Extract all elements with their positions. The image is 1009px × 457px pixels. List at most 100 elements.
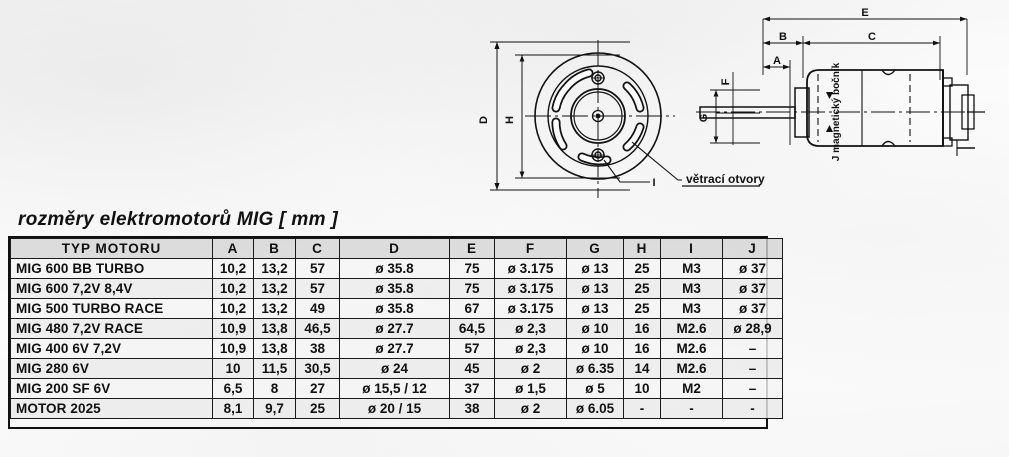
cell-g: ø 13 — [566, 278, 624, 299]
cell-j: ø 28,9 — [722, 318, 783, 339]
cell-h: 16 — [623, 338, 661, 359]
cell-f: ø 3.175 — [494, 278, 567, 299]
cell-f: ø 2,3 — [494, 338, 567, 359]
cell-h: 25 — [623, 298, 661, 319]
table-row: MIG 500 TURBO RACE 10,2 13,2 49 ø 35.8 6… — [10, 298, 783, 319]
table-row: MIG 480 7,2V RACE 10,9 13,8 46,5 ø 27.7 … — [10, 318, 783, 339]
cell-i: M3 — [660, 298, 723, 319]
cell-b: 11,5 — [253, 358, 296, 379]
cell-i: M3 — [660, 258, 723, 279]
col-header-c: C — [295, 238, 340, 259]
cell-b: 13,2 — [253, 298, 296, 319]
cell-e: 57 — [449, 338, 495, 359]
cell-d: ø 20 / 15 — [339, 398, 450, 419]
cell-a: 10,9 — [212, 318, 254, 339]
cell-j: ø 37 — [722, 298, 783, 319]
cell-c: 30,5 — [295, 358, 340, 379]
cell-b: 13,8 — [253, 318, 296, 339]
cell-d: ø 27.7 — [339, 318, 450, 339]
cell-b: 13,2 — [253, 278, 296, 299]
cell-h: - — [623, 398, 661, 419]
table-row: MIG 280 6V 10 11,5 30,5 ø 24 45 ø 2 ø 6.… — [10, 358, 783, 379]
col-header-d: D — [339, 238, 450, 259]
cell-f: ø 2,3 — [494, 318, 567, 339]
cell-motor-name: MIG 500 TURBO RACE — [10, 298, 213, 319]
cell-c: 25 — [295, 398, 340, 419]
dim-label-A: A — [773, 55, 781, 67]
cell-c: 27 — [295, 378, 340, 399]
cell-motor-name: MOTOR 2025 — [10, 398, 213, 419]
dim-label-F: F — [720, 78, 732, 85]
cell-j: - — [722, 398, 783, 419]
table-head: TYP MOTORU A B C D E F G H I J — [10, 238, 783, 259]
cell-d: ø 24 — [339, 358, 450, 379]
cell-motor-name: MIG 600 BB TURBO — [10, 258, 213, 279]
cell-h: 16 — [623, 318, 661, 339]
front-view-group — [490, 40, 760, 198]
cell-f: ø 2 — [494, 358, 567, 379]
col-header-a: A — [212, 238, 254, 259]
table-row: MIG 600 BB TURBO 10,2 13,2 57 ø 35.8 75 … — [10, 258, 783, 279]
cell-c: 38 — [295, 338, 340, 359]
cell-f: ø 3.175 — [494, 258, 567, 279]
cell-f: ø 1,5 — [494, 378, 567, 399]
cell-h: 25 — [623, 258, 661, 279]
cell-c: 57 — [295, 278, 340, 299]
side-view-group — [696, 16, 985, 156]
cell-h: 10 — [623, 378, 661, 399]
cell-g: ø 13 — [566, 258, 624, 279]
cell-i: M2 — [660, 378, 723, 399]
cell-b: 13,8 — [253, 338, 296, 359]
dim-label-E: E — [861, 7, 868, 19]
cell-b: 9,7 — [253, 398, 296, 419]
cell-j: – — [722, 378, 783, 399]
cell-e: 37 — [449, 378, 495, 399]
cell-j: – — [722, 358, 783, 379]
table-row: MIG 200 SF 6V 6,5 8 27 ø 15,5 / 12 37 ø … — [10, 378, 783, 399]
cell-motor-name: MIG 400 6V 7,2V — [10, 338, 213, 359]
col-header-f: F — [494, 238, 567, 259]
table-row: MIG 600 7,2V 8,4V 10,2 13,2 57 ø 35.8 75… — [10, 278, 783, 299]
cell-a: 10,2 — [212, 278, 254, 299]
col-header-e: E — [449, 238, 495, 259]
col-header-typ-motoru: TYP MOTORU — [10, 238, 213, 259]
cell-h: 14 — [623, 358, 661, 379]
cell-c: 57 — [295, 258, 340, 279]
cell-b: 8 — [253, 378, 296, 399]
cell-g: ø 6.05 — [566, 398, 624, 419]
cell-g: ø 6.35 — [566, 358, 624, 379]
cell-g: ø 5 — [566, 378, 624, 399]
cell-j: ø 37 — [722, 258, 783, 279]
cell-a: 10,2 — [212, 258, 254, 279]
cell-d: ø 35.8 — [339, 258, 450, 279]
cell-f: ø 3.175 — [494, 298, 567, 319]
cell-motor-name: MIG 480 7,2V RACE — [10, 318, 213, 339]
cell-c: 46,5 — [295, 318, 340, 339]
cell-i: - — [660, 398, 723, 419]
dim-label-H: H — [504, 116, 516, 124]
cell-j: – — [722, 338, 783, 359]
cell-motor-name: MIG 280 6V — [10, 358, 213, 379]
cell-g: ø 10 — [566, 318, 624, 339]
cell-j: ø 37 — [722, 278, 783, 299]
cell-b: 13,2 — [253, 258, 296, 279]
technical-drawing: D H I větrací otvory E B C A F G J magne… — [470, 0, 1009, 215]
cell-i: M2.6 — [660, 318, 723, 339]
cell-motor-name: MIG 600 7,2V 8,4V — [10, 278, 213, 299]
label-magneticky-bocnik: J magnetický bočník — [831, 62, 842, 161]
cell-i: M3 — [660, 278, 723, 299]
cell-a: 6,5 — [212, 378, 254, 399]
cell-d: ø 35.8 — [339, 278, 450, 299]
cell-a: 10 — [212, 358, 254, 379]
cell-motor-name: MIG 200 SF 6V — [10, 378, 213, 399]
cell-g: ø 10 — [566, 338, 624, 359]
cell-h: 25 — [623, 278, 661, 299]
cell-d: ø 35.8 — [339, 298, 450, 319]
dim-label-C: C — [868, 31, 876, 43]
callout-vetraci-otvory: větrací otvory — [686, 172, 765, 186]
cell-e: 75 — [449, 258, 495, 279]
cell-d: ø 27.7 — [339, 338, 450, 359]
col-header-b: B — [253, 238, 296, 259]
col-header-g: G — [566, 238, 624, 259]
